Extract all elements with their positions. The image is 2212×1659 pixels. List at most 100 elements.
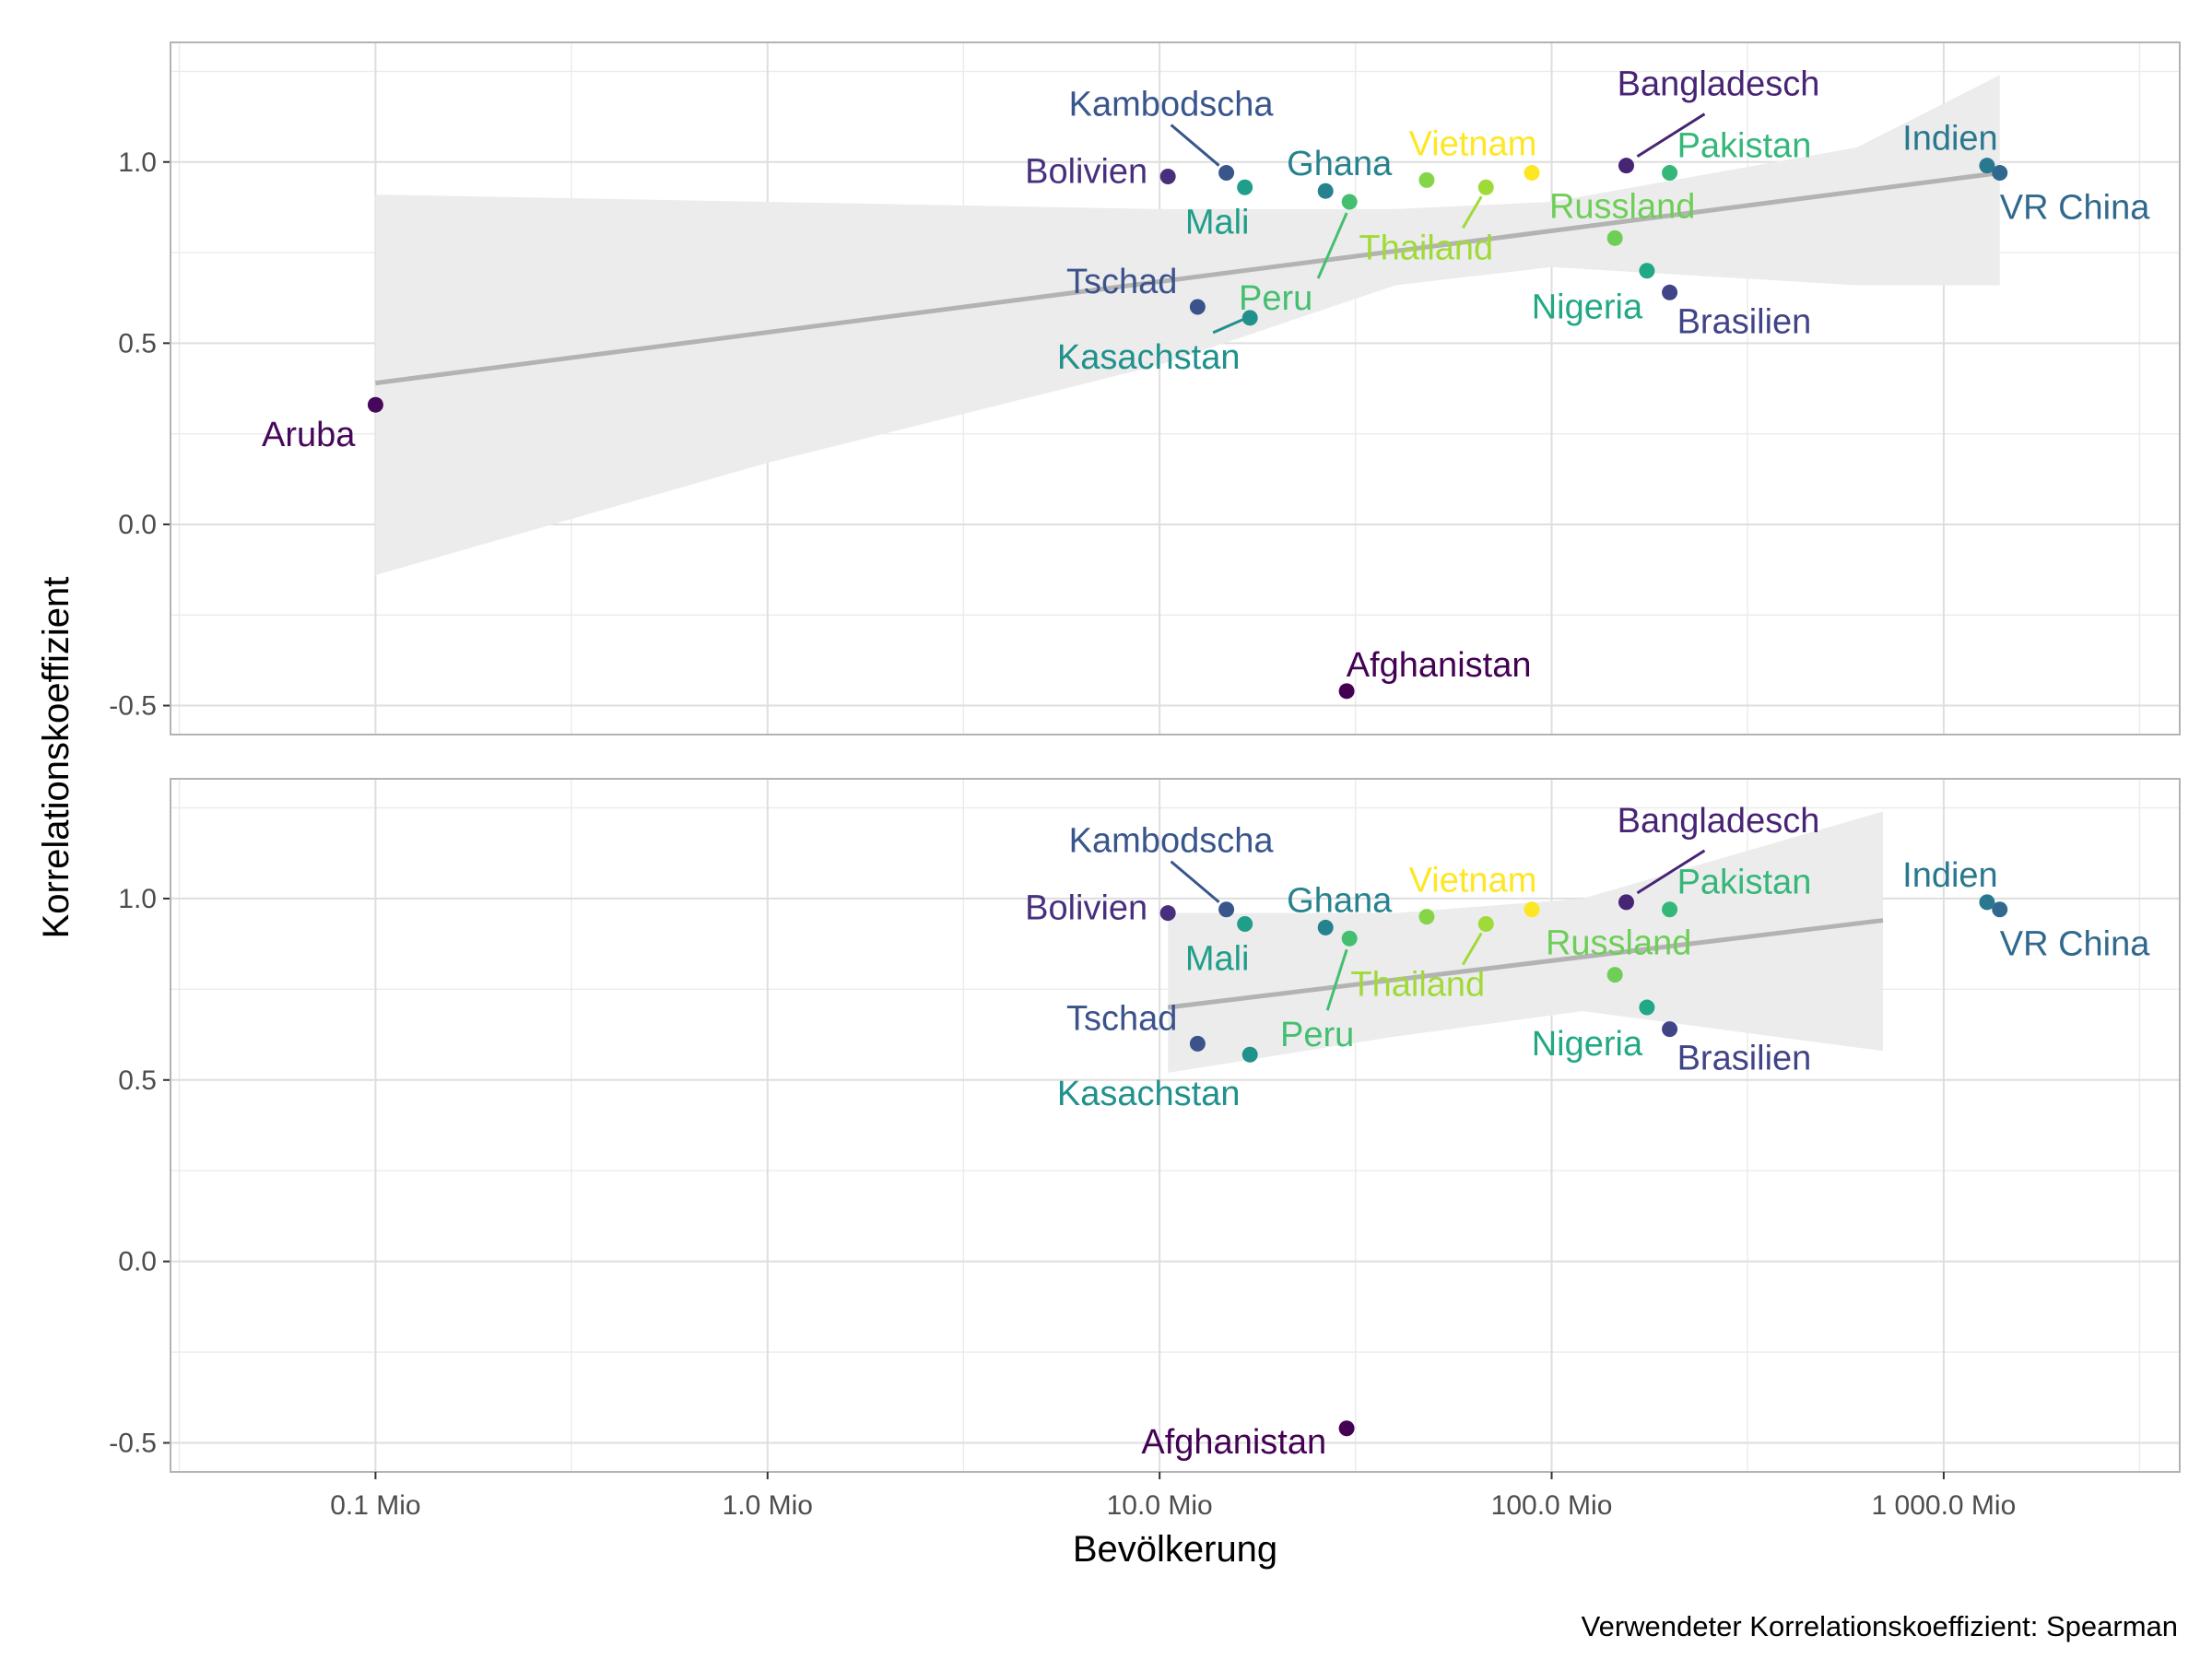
data-point-indien (1979, 158, 1995, 174)
data-point-peru (1341, 194, 1358, 210)
point-label-vr-china: VR China (2000, 925, 2150, 964)
point-label-kasachstan: Kasachstan (1057, 338, 1241, 377)
data-point-mali (1237, 915, 1253, 932)
data-point-bangladesch (1618, 158, 1634, 174)
point-label-kambodscha: Kambodscha (1069, 822, 1275, 861)
point-label-ghana: Ghana (1287, 881, 1393, 920)
data-point-vietnam (1524, 165, 1540, 182)
x-tick-label: 10.0 Mio (1107, 1490, 1213, 1521)
data-point-thailand (1477, 915, 1494, 932)
data-point-thailand (1477, 179, 1494, 195)
data-point-aruba (367, 396, 383, 413)
y-tick-label: -0.5 (109, 1429, 157, 1459)
x-tick-label: 100.0 Mio (1491, 1490, 1613, 1521)
data-point-brasilien (1662, 1021, 1678, 1038)
data-point-pakistan (1662, 901, 1678, 918)
data-point-ghana (1317, 182, 1334, 199)
x-axis-title: Bevölkerung (1073, 1529, 1277, 1570)
panel-border (170, 41, 2181, 735)
x-tick-label: 1 000.0 Mio (1872, 1490, 2017, 1521)
data-point-afghanistan (1338, 1420, 1355, 1437)
data-point-russland (1606, 229, 1623, 246)
point-label-vietnam: Vietnam (1409, 125, 1537, 164)
y-tick-label: 0.0 (118, 510, 157, 540)
point-label-bolivien: Bolivien (1025, 152, 1147, 191)
point-label-kambodscha: Kambodscha (1069, 86, 1275, 124)
point-label-kasachstan: Kasachstan (1057, 1075, 1241, 1113)
data-point-mali (1237, 179, 1253, 195)
data-point-kambodscha (1218, 901, 1235, 918)
point-label-mali: Mali (1185, 203, 1250, 241)
point-label-aruba: Aruba (262, 416, 356, 454)
confidence-band (375, 75, 2000, 575)
y-axis-title: Korrelationskoeffizient (36, 577, 76, 939)
data-point-bangladesch (1618, 894, 1634, 911)
data-point-bolivien (1159, 905, 1176, 922)
x-tick-label: 0.1 Mio (330, 1490, 420, 1521)
point-label-nigeria: Nigeria (1532, 288, 1643, 327)
data-point-kasachstan (1241, 310, 1258, 326)
point-label-peru: Peru (1239, 279, 1312, 318)
trend-line (375, 171, 2001, 386)
label-leader-line (1170, 124, 1220, 167)
y-tick-label: 1.0 (118, 884, 157, 914)
label-leader-line (1325, 948, 1348, 1011)
y-tick-label: 1.0 (118, 147, 157, 178)
data-point-nigeria (1639, 263, 1655, 279)
data-point (1418, 909, 1435, 925)
label-leader-line (1636, 849, 1706, 895)
label-leader-line (1316, 212, 1348, 279)
label-leader-line (1636, 112, 1706, 158)
data-point-nigeria (1639, 999, 1655, 1016)
point-label-bangladesch: Bangladesch (1618, 65, 1820, 104)
point-label-pakistan: Pakistan (1677, 864, 1812, 902)
point-label-thailand: Thailand (1359, 229, 1493, 267)
point-label-vietnam: Vietnam (1409, 862, 1537, 900)
data-point-ghana (1317, 919, 1334, 935)
point-label-brasilien: Brasilien (1677, 1040, 1812, 1078)
point-label-ghana: Ghana (1287, 145, 1393, 183)
point-label-bolivien: Bolivien (1025, 889, 1147, 928)
x-tick-label: 1.0 Mio (723, 1490, 813, 1521)
point-label-bangladesch: Bangladesch (1618, 802, 1820, 841)
chart-caption: Verwendeter Korrelationskoeffizient: Spe… (1582, 1610, 2178, 1642)
point-label-tschad: Tschad (1066, 999, 1177, 1038)
point-label-russland: Russland (1546, 924, 1691, 963)
data-point-vr-china (1992, 165, 2008, 182)
data-point-tschad (1189, 1035, 1206, 1052)
y-tick-label: -0.5 (109, 691, 157, 722)
y-tick-label: 0.0 (118, 1247, 157, 1277)
data-point-vietnam (1524, 901, 1540, 918)
data-point (1418, 171, 1435, 188)
point-label-nigeria: Nigeria (1532, 1025, 1643, 1064)
confidence-band (1168, 811, 1884, 1073)
point-label-indien: Indien (1902, 120, 1998, 159)
panel-2: -0.5 0.0 0.5 1.0 Afghanistan Bangladesch Boliv… (109, 778, 2181, 1473)
point-label-afghanistan: Afghanistan (1347, 646, 1532, 685)
trend-line (1167, 918, 1884, 1010)
data-point-indien (1979, 894, 1995, 911)
data-point-russland (1606, 967, 1623, 983)
label-leader-line (1461, 932, 1483, 966)
point-label-afghanistan: Afghanistan (1141, 1423, 1326, 1462)
point-label-mali: Mali (1185, 939, 1250, 978)
point-label-russland: Russland (1549, 187, 1695, 226)
data-point-peru (1341, 930, 1358, 947)
data-point-bolivien (1159, 168, 1176, 184)
data-point-kasachstan (1241, 1046, 1258, 1063)
data-point-afghanistan (1338, 683, 1355, 700)
panel-border (170, 778, 2181, 1473)
point-label-tschad: Tschad (1066, 263, 1177, 301)
data-point-tschad (1189, 299, 1206, 315)
label-leader-line (1461, 195, 1483, 229)
point-label-peru: Peru (1280, 1016, 1354, 1054)
point-label-pakistan: Pakistan (1677, 127, 1812, 166)
label-leader-line (1170, 860, 1220, 903)
point-label-brasilien: Brasilien (1677, 302, 1812, 341)
label-leader-line (1212, 318, 1243, 335)
point-label-vr-china: VR China (2000, 189, 2150, 228)
data-point-vr-china (1992, 901, 2008, 918)
point-label-thailand: Thailand (1350, 965, 1485, 1004)
y-tick-label: 0.5 (118, 1065, 157, 1096)
